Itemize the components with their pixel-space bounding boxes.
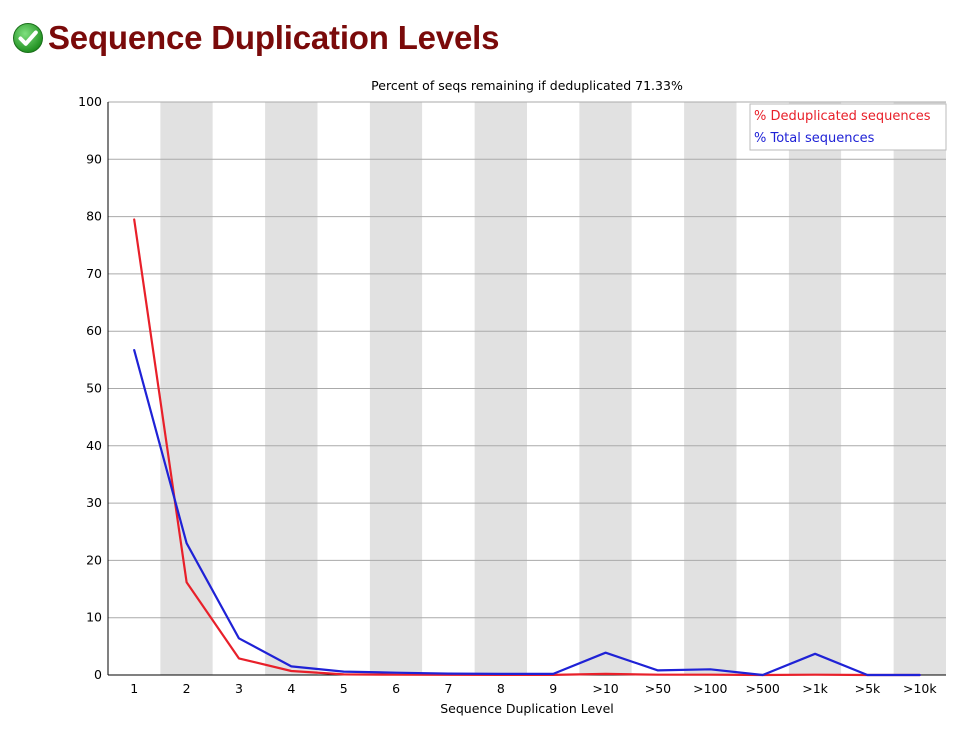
- y-tick-label: 0: [94, 667, 102, 682]
- x-tick-label: 9: [549, 681, 557, 696]
- x-tick-label: 2: [183, 681, 191, 696]
- y-tick-label: 70: [86, 266, 102, 281]
- y-tick-label: 60: [86, 323, 102, 338]
- x-tick-label: 3: [235, 681, 243, 696]
- x-tick-label: >10k: [903, 681, 937, 696]
- y-tick-label: 90: [86, 151, 102, 166]
- x-tick-label: >10: [592, 681, 618, 696]
- page-title: Sequence Duplication Levels: [48, 19, 500, 56]
- x-tick-label: >5k: [855, 681, 881, 696]
- y-tick-labels: 0 10 20 30 40 50 60 70 80 90 100: [78, 94, 102, 682]
- duplication-chart: 0 10 20 30 40 50 60 70 80 90 100 1 2 3 4 5 6 7 8 9 >10 >50 >1…: [0, 70, 976, 730]
- x-tick-labels: 1 2 3 4 5 6 7 8 9 >10 >50 >100 >500 >1k >5k >10k: [130, 681, 937, 696]
- y-tick-label: 30: [86, 495, 102, 510]
- x-tick-label: 1: [130, 681, 138, 696]
- x-tick-label: >1k: [802, 681, 828, 696]
- x-tick-label: 6: [392, 681, 400, 696]
- x-tick-label: >100: [693, 681, 727, 696]
- series-line-1: [133, 349, 921, 677]
- legend: % Deduplicated sequences % Total sequence…: [749, 103, 947, 151]
- y-tick-label: 80: [86, 209, 102, 224]
- y-tick-label: 20: [86, 552, 102, 567]
- y-tick-label: 10: [86, 610, 102, 625]
- chart-canvas: 0 10 20 30 40 50 60 70 80 90 100 1 2 3 4 5 6 7 8 9 >10 >50 >1…: [78, 78, 947, 716]
- page-header: Sequence Duplication Levels: [12, 14, 499, 62]
- x-tick-label: 5: [340, 681, 348, 696]
- series-lines: [133, 218, 921, 677]
- x-tick-label: 8: [497, 681, 505, 696]
- legend-entry-1: % Total sequences: [754, 131, 875, 146]
- y-tick-label: 40: [86, 438, 102, 453]
- legend-box: [749, 103, 947, 151]
- x-axis-label: Sequence Duplication Level: [440, 701, 614, 716]
- x-tick-label: >50: [645, 681, 671, 696]
- legend-entry-0: % Deduplicated sequences: [754, 109, 931, 124]
- y-tick-label: 100: [78, 94, 102, 109]
- check-icon: [13, 23, 43, 53]
- x-tick-label: 7: [444, 681, 452, 696]
- grid-lines: [108, 101, 946, 676]
- x-tick-label: 4: [287, 681, 295, 696]
- chart-title: Percent of seqs remaining if deduplicate…: [371, 78, 683, 93]
- x-tick-label: >500: [746, 681, 780, 696]
- y-tick-label: 50: [86, 381, 102, 396]
